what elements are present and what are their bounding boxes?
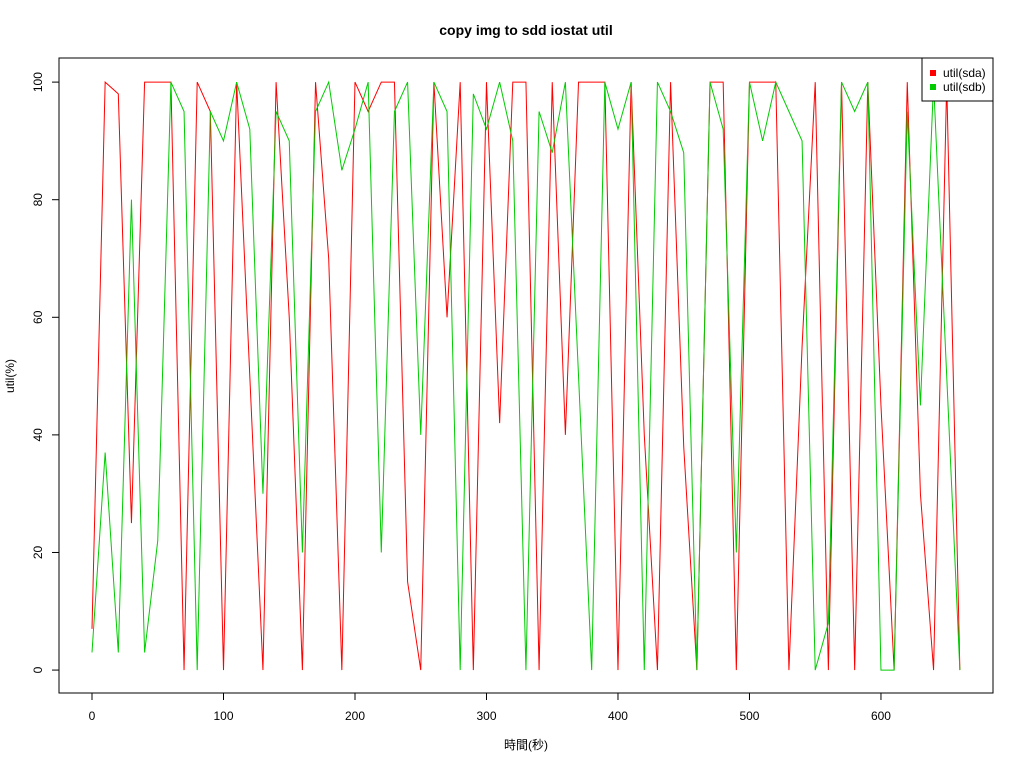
- x-tick-label: 600: [871, 709, 891, 723]
- y-axis-label: util(%): [3, 359, 17, 393]
- y-tick-label: 100: [31, 72, 45, 92]
- chart-title: copy img to sdd iostat util: [439, 22, 612, 38]
- y-tick-label: 60: [31, 310, 45, 324]
- plot-frame: [58, 57, 994, 694]
- x-tick-label: 500: [739, 709, 759, 723]
- x-tick-label: 300: [476, 709, 496, 723]
- legend-swatch: [930, 70, 936, 76]
- legend-label: util(sda): [943, 66, 986, 80]
- legend-swatch: [930, 84, 936, 90]
- y-tick-label: 20: [31, 545, 45, 559]
- legend-box: [921, 57, 994, 102]
- y-tick-label: 80: [31, 193, 45, 207]
- series-line: [91, 80, 961, 671]
- x-tick-label: 400: [608, 709, 628, 723]
- legend-label: util(sdb): [943, 80, 986, 94]
- x-tick-label: 0: [89, 709, 96, 723]
- x-axis-label: 時間(秒): [504, 738, 548, 752]
- x-tick-label: 100: [213, 709, 233, 723]
- y-tick-label: 0: [31, 666, 45, 673]
- y-tick-label: 40: [31, 428, 45, 442]
- x-tick-label: 200: [345, 709, 365, 723]
